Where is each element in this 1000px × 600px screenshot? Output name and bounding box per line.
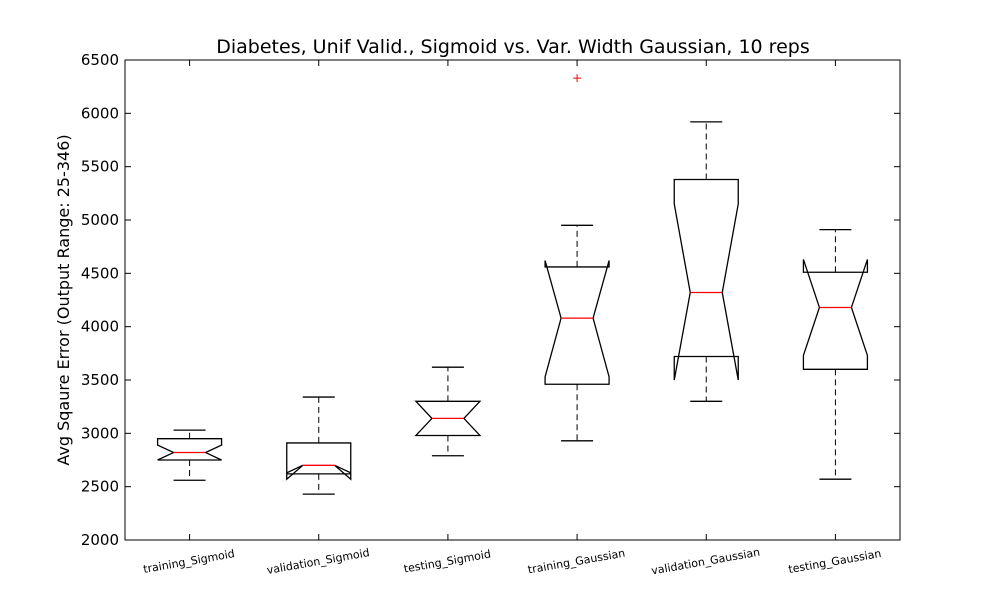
notched-box [802,259,869,370]
chart-title: Diabetes, Unif Valid., Sigmoid vs. Var. … [216,36,809,58]
y-axis-ticks: 2000 2500 3000 3500 4000 4500 5000 5500 6000 6500 [81,51,900,549]
x-axis-ticks: training_Sigmoid validation_Sigmoid testin… [142,60,882,578]
x-category-label: validation_Sigmoid [266,546,371,577]
y-tick-label: 6000 [81,104,119,122]
x-category-label: validation_Gaussian [650,546,761,578]
y-tick-label: 2000 [81,531,119,549]
y-tick-label: 3000 [81,424,119,442]
y-tick-label: 4000 [81,318,119,336]
plot-content [156,74,869,495]
notched-box [544,260,610,385]
y-tick-label: 3500 [81,371,119,389]
x-category-label: testing_Sigmoid [403,547,492,575]
y-tick-label: 6500 [81,51,119,69]
x-category-label: training_Sigmoid [142,547,235,576]
y-tick-label: 4500 [81,264,119,282]
x-category-label: testing_Gaussian [787,547,882,576]
y-tick-label: 5000 [81,211,119,229]
notched-box [673,178,739,381]
plot-frame [124,59,901,541]
y-axis-label: Avg Sqaure Error (Output Range: 25-346) [54,134,73,465]
y-tick-label: 5500 [81,158,119,176]
notched-box [156,438,223,461]
x-category-label: training_Gaussian [527,547,626,577]
y-tick-label: 2500 [81,478,119,496]
notched-box [286,442,352,481]
outlier-point [573,74,582,83]
